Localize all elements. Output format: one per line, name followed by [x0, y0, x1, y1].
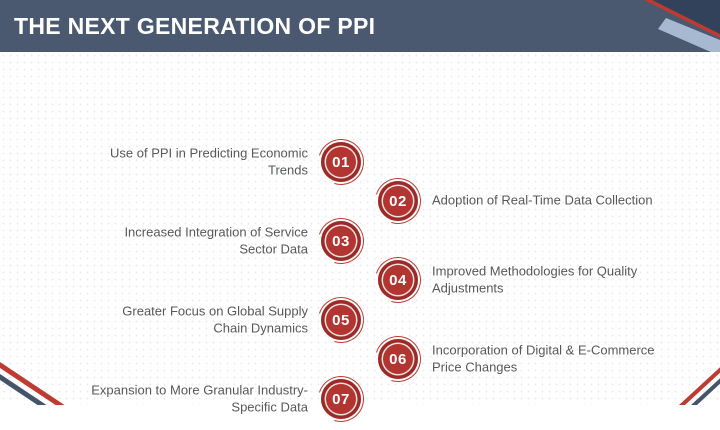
step-label: Improved Methodologies for Quality Adjus… [432, 263, 638, 295]
page-title: THE NEXT GENERATION OF PPI [14, 13, 376, 39]
step-label: Increased Integration of Service Sector … [124, 224, 308, 256]
number-circle-icon: 05 [321, 300, 361, 340]
step-number: 05 [332, 311, 350, 329]
step-number-badge: 06 [375, 336, 421, 382]
slide: { "slide": { "title": "THE NEXT GENERATI… [0, 0, 720, 405]
step-number-badge: 04 [375, 257, 421, 303]
navy-corner-stripe [0, 374, 47, 405]
number-circle-icon: 04 [378, 260, 418, 300]
header-bar: THE NEXT GENERATION OF PPI [0, 0, 720, 52]
step-item-4: Improved Methodologies for Quality Adjus… [0, 257, 720, 303]
step-item-6: Incorporation of Digital & E-Commerce Pr… [0, 336, 720, 382]
step-label: Greater Focus on Global Supply Chain Dyn… [122, 303, 308, 335]
step-label: Incorporation of Digital & E-Commerce Pr… [432, 342, 655, 374]
step-item-7: Expansion to More Granular Industry-Spec… [0, 376, 720, 422]
step-number: 01 [332, 153, 350, 171]
red-diagonal-line [644, 0, 720, 38]
number-circle-icon: 02 [378, 181, 418, 221]
step-label: Expansion to More Granular Industry-Spec… [91, 382, 308, 414]
step-label: Adoption of Real-Time Data Collection [432, 192, 653, 208]
number-circle-icon: 01 [321, 142, 361, 182]
step-number: 04 [389, 271, 407, 289]
navy-corner-stripe [691, 378, 720, 405]
step-item-5: Greater Focus on Global Supply Chain Dyn… [0, 297, 720, 343]
slide-body: Use of PPI in Predicting Economic Trends… [0, 52, 720, 419]
step-number: 07 [332, 390, 350, 408]
step-number-badge: 01 [318, 139, 364, 185]
step-number-badge: 07 [318, 376, 364, 422]
bottom-right-corner-decoration [679, 367, 720, 405]
step-number-badge: 05 [318, 297, 364, 343]
step-number-badge: 03 [318, 218, 364, 264]
step-number: 02 [389, 192, 407, 210]
step-number-badge: 02 [375, 178, 421, 224]
step-item-1: Use of PPI in Predicting Economic Trends… [0, 139, 720, 185]
header-corner-decoration [644, 0, 720, 52]
bottom-left-corner-decoration [0, 362, 65, 405]
light-blue-diagonal-stripe [658, 18, 720, 52]
step-item-3: Increased Integration of Service Sector … [0, 218, 720, 264]
number-circle-icon: 07 [321, 379, 361, 419]
number-circle-icon: 06 [378, 339, 418, 379]
red-corner-stripe [0, 362, 65, 405]
step-label: Use of PPI in Predicting Economic Trends [110, 145, 308, 177]
number-circle-icon: 03 [321, 221, 361, 261]
step-number: 03 [332, 232, 350, 250]
step-item-2: Adoption of Real-Time Data Collection 02 [0, 178, 720, 224]
step-number: 06 [389, 350, 407, 368]
